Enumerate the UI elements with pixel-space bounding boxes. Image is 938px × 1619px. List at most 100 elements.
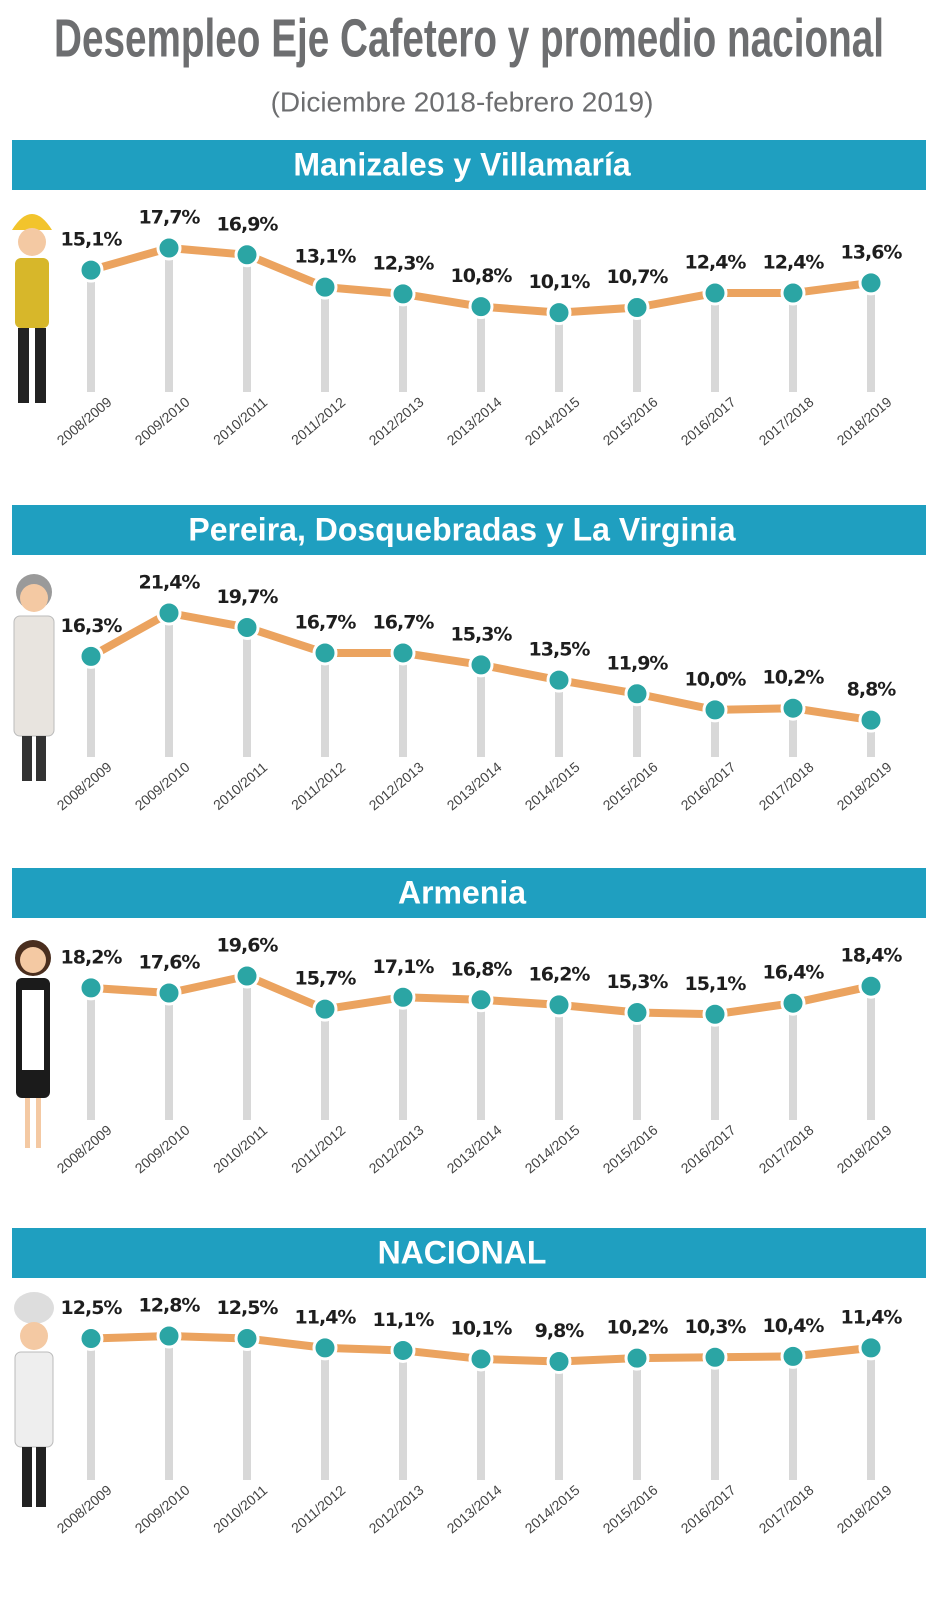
point [234,614,260,640]
point [312,274,338,300]
point [624,1345,650,1371]
value-label: 8,8% [847,679,897,701]
point [780,1343,806,1369]
value-label: 10,8% [451,265,513,287]
value-label: 11,1% [373,1309,435,1331]
x-tick-label: 2016/2017 [678,1481,739,1536]
point [468,987,494,1013]
page-subtitle: (Diciembre 2018-febrero 2019) [271,86,654,117]
x-tick-label: 2008/2009 [54,393,115,448]
value-label: 17,7% [139,207,201,229]
point [624,1000,650,1026]
point [390,1337,416,1363]
point [858,270,884,296]
x-tick-label: 2013/2014 [444,1481,505,1536]
value-label: 15,1% [685,973,747,995]
point [156,235,182,261]
point [468,1346,494,1372]
point [390,281,416,307]
value-label: 19,7% [217,586,279,608]
panel-title: Armenia [398,874,526,910]
x-tick-label: 2012/2013 [366,1481,427,1536]
figure-worker [12,214,52,403]
point [624,681,650,707]
x-tick-label: 2018/2019 [834,1121,895,1176]
point [78,643,104,669]
x-tick-label: 2011/2012 [288,759,348,813]
x-tick-label: 2010/2011 [210,1122,270,1176]
x-tick-label: 2013/2014 [444,758,505,813]
x-tick-label: 2008/2009 [54,1121,115,1176]
panel-banner [12,505,926,555]
value-label: 10,7% [607,266,669,288]
point [156,980,182,1006]
x-tick-label: 2015/2016 [600,758,661,813]
point [78,257,104,283]
x-tick-label: 2018/2019 [834,393,895,448]
x-tick-label: 2014/2015 [522,1481,583,1536]
point [780,695,806,721]
x-tick-label: 2010/2011 [210,1482,270,1536]
panel-title: Manizales y Villamaría [293,146,631,182]
point [624,295,650,320]
value-label: 12,5% [217,1297,279,1319]
x-tick-label: 2016/2017 [678,1121,739,1176]
x-tick-label: 2015/2016 [600,1481,661,1536]
x-tick-label: 2014/2015 [522,393,583,448]
value-label: 16,8% [451,958,513,980]
point [780,990,806,1016]
x-tick-label: 2011/2012 [288,394,348,448]
value-label: 16,3% [61,615,123,637]
point [468,294,494,320]
point [546,992,572,1018]
figure-waitress [15,940,51,1148]
point [546,300,572,326]
value-label: 17,1% [373,956,435,978]
point [702,1001,728,1027]
point [780,280,806,306]
x-tick-label: 2017/2018 [756,393,817,448]
value-label: 13,5% [529,639,591,661]
value-label: 13,6% [841,241,903,263]
point [312,1335,338,1361]
value-label: 15,3% [607,971,669,993]
x-tick-label: 2009/2010 [132,1481,193,1536]
x-tick-label: 2009/2010 [132,393,193,448]
x-tick-label: 2015/2016 [600,1121,661,1176]
value-label: 19,6% [217,935,279,957]
value-label: 10,3% [685,1316,747,1338]
value-label: 16,7% [295,611,357,633]
point [546,1349,572,1374]
x-tick-label: 2016/2017 [678,758,739,813]
point [234,963,260,989]
point [390,640,416,666]
value-label: 16,9% [217,213,279,235]
point [78,975,104,1001]
panel-title: Pereira, Dosquebradas y La Virginia [188,511,735,547]
x-tick-label: 2015/2016 [600,393,661,448]
x-tick-label: 2018/2019 [834,758,895,813]
x-tick-label: 2014/2015 [522,758,583,813]
panel-banner [12,868,926,918]
value-label: 11,9% [607,652,669,674]
value-label: 16,7% [373,611,435,633]
point [702,1344,728,1370]
point [702,280,728,306]
point [858,1335,884,1361]
point [858,707,884,733]
value-label: 11,4% [295,1306,357,1328]
value-label: 10,2% [607,1317,669,1339]
point [546,667,572,693]
x-tick-label: 2013/2014 [444,1121,505,1176]
point [234,242,260,268]
value-label: 12,8% [139,1295,201,1317]
value-label: 18,4% [841,945,903,967]
x-tick-label: 2010/2011 [210,394,270,448]
x-tick-label: 2017/2018 [756,1121,817,1176]
point [234,1326,260,1352]
x-tick-label: 2016/2017 [678,393,739,448]
x-tick-label: 2008/2009 [54,1481,115,1536]
value-label: 10,2% [763,667,825,689]
x-tick-label: 2011/2012 [288,1482,348,1536]
x-tick-label: 2018/2019 [834,1481,895,1536]
